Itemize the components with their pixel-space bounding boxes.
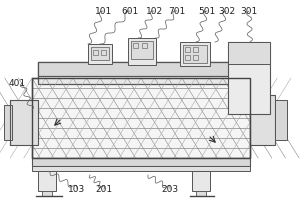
Bar	[275, 100, 287, 140]
Bar	[32, 78, 250, 158]
Text: 201: 201	[95, 184, 112, 194]
Bar	[101, 50, 106, 55]
Text: 301: 301	[240, 6, 258, 16]
Text: 401: 401	[9, 78, 26, 88]
Bar	[183, 45, 207, 63]
Text: 101: 101	[95, 6, 112, 16]
Text: 501: 501	[198, 6, 216, 16]
Bar	[32, 78, 250, 158]
Text: 302: 302	[218, 6, 235, 16]
Bar	[38, 171, 56, 191]
Bar	[185, 47, 190, 52]
Bar	[185, 55, 190, 60]
Bar	[228, 42, 270, 64]
Bar	[10, 100, 38, 145]
Text: 102: 102	[146, 6, 163, 16]
Bar	[32, 78, 250, 158]
Bar	[193, 55, 198, 60]
Bar	[196, 191, 206, 196]
Bar	[192, 171, 210, 191]
Bar	[38, 62, 246, 76]
Bar	[180, 42, 210, 66]
Bar	[32, 166, 250, 171]
Bar	[88, 44, 112, 64]
Text: 103: 103	[68, 184, 85, 194]
Bar	[250, 95, 275, 145]
Text: 601: 601	[122, 6, 139, 16]
Bar	[228, 42, 270, 114]
Bar	[93, 50, 98, 55]
Text: 701: 701	[168, 6, 186, 16]
Bar	[38, 62, 246, 84]
Bar	[128, 38, 156, 65]
Bar	[193, 47, 198, 52]
Bar	[4, 105, 12, 140]
Bar	[91, 47, 109, 60]
Bar	[42, 191, 52, 196]
Bar	[142, 43, 147, 48]
Bar	[32, 158, 250, 166]
Text: 203: 203	[161, 184, 178, 194]
Bar	[133, 43, 138, 48]
Bar	[131, 41, 153, 59]
